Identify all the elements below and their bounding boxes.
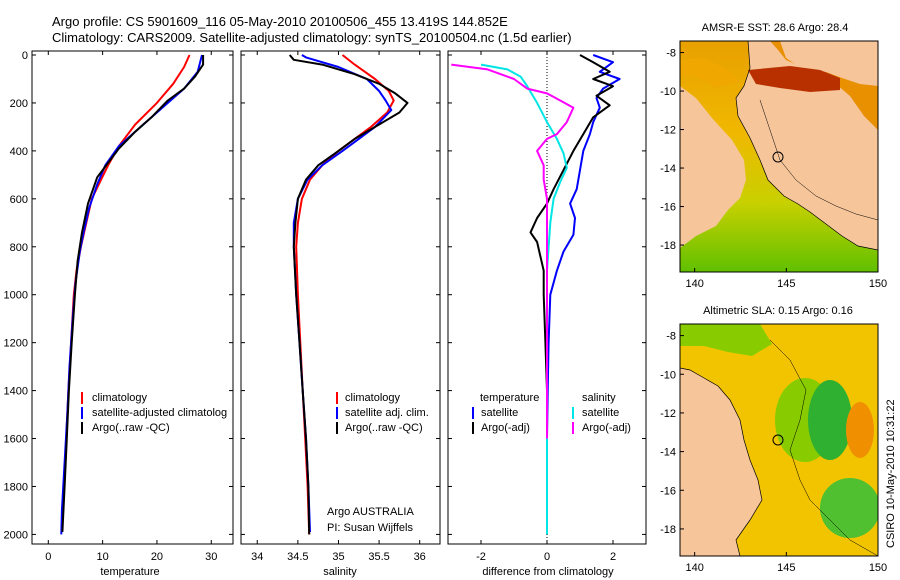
- map-y-tick-label: -14: [660, 447, 676, 459]
- pi-annotation: PI: Susan Wijffels: [327, 522, 413, 534]
- y-tick-label: 1600: [4, 434, 28, 446]
- x-tick-label: 30: [205, 551, 217, 563]
- legend-label-argo: Argo(..raw -QC): [345, 422, 423, 434]
- sst-map-coastline: [735, 41, 878, 251]
- map-y-tick-label: -14: [660, 163, 676, 175]
- sla-map-orange-east: [846, 402, 874, 458]
- x-tick-label: 34: [251, 551, 263, 563]
- sla-map: [680, 324, 878, 556]
- series-line-temperature-argo-adj-: [529, 54, 614, 535]
- legend-label-satellite: satellite-adjusted climatolog: [92, 407, 227, 419]
- y-tick-label: 1400: [4, 386, 28, 398]
- series-line-salinity-argo-adj-: [451, 63, 575, 439]
- map-x-tick-label: 150: [869, 562, 887, 574]
- legend-label-sal-argo: Argo(-adj): [582, 422, 631, 434]
- legend-heading-salinity: salinity: [582, 392, 616, 404]
- sst-map-warm-strip: [748, 66, 840, 92]
- y-tick-label: 200: [10, 98, 28, 110]
- series-line-argo-raw-qc-: [288, 54, 409, 535]
- series-line-climatology: [61, 54, 191, 511]
- x-tick-label: 34.5: [287, 551, 308, 563]
- salinity-legend: climatology satellite adj. clim. Argo(..…: [336, 392, 429, 434]
- map-y-tick-label: -8: [666, 48, 676, 60]
- legend-label-climatology: climatology: [92, 392, 148, 404]
- map-y-tick-label: -8: [666, 331, 676, 343]
- sst-map: [680, 41, 878, 272]
- x-tick-label: 20: [151, 551, 163, 563]
- temperature-axis-label: temperature: [100, 566, 159, 578]
- sla-map-gulf: [680, 324, 772, 356]
- map-y-tick-label: -12: [660, 125, 676, 137]
- difference-axis-label: difference from climatology: [482, 566, 614, 578]
- y-tick-label: 1800: [4, 481, 28, 493]
- map-x-tick-label: 145: [777, 562, 795, 574]
- x-tick-label: 0: [544, 551, 550, 563]
- header-line-1: Argo profile: CS 5901609_116 05-May-2010…: [52, 14, 508, 29]
- sst-map-gulf: [680, 58, 740, 88]
- x-tick-label: 35.5: [368, 551, 389, 563]
- header-line-2: Climatology: CARS2009. Satellite-adjuste…: [52, 30, 572, 45]
- series-line-climatology: [295, 54, 395, 535]
- map-y-tick-label: -18: [660, 240, 676, 252]
- sst-map-title: AMSR-E SST: 28.6 Argo: 28.4: [702, 22, 849, 34]
- temperature-legend: climatology satellite-adjusted climatolo…: [81, 392, 227, 434]
- map-y-tick-label: -10: [660, 86, 676, 98]
- x-tick-label: 2: [610, 551, 616, 563]
- sst-map-png: [780, 41, 878, 86]
- y-tick-label: 1200: [4, 338, 28, 350]
- series-line-temperature-satellite: [546, 54, 621, 535]
- x-tick-label: 35: [332, 551, 344, 563]
- map-x-tick-label: 140: [685, 278, 703, 290]
- sla-map-coastline: [680, 367, 763, 556]
- map-x-tick-label: 150: [869, 278, 887, 290]
- map-x-tick-label: 145: [777, 278, 795, 290]
- map-x-tick-label: 140: [685, 562, 703, 574]
- legend-label-temp-satellite: satellite: [481, 407, 518, 419]
- sst-map-ocean: [680, 41, 878, 272]
- argo-float-marker: [772, 434, 784, 446]
- sst-map-reef-line: [759, 99, 878, 221]
- map-y-tick-label: -16: [660, 485, 676, 497]
- x-tick-label: 0: [45, 551, 51, 563]
- legend-label-sal-satellite: satellite: [582, 407, 619, 419]
- legend-label-temp-argo: Argo(-adj): [481, 422, 530, 434]
- argo-float-marker: [772, 151, 784, 163]
- sst-map-frame: [679, 40, 879, 273]
- series-line-satellite-adjusted-climatolog: [60, 54, 203, 535]
- sla-map-shelf-line: [769, 339, 878, 556]
- salinity-panel-frame: [240, 50, 441, 545]
- sla-map-green-south: [820, 478, 878, 538]
- y-tick-label: 0: [22, 50, 28, 62]
- legend-label-satellite: satellite adj. clim.: [345, 407, 429, 419]
- x-tick-label: 36: [414, 551, 426, 563]
- argo-australia-annotation: Argo AUSTRALIA: [327, 506, 414, 518]
- map-y-tick-label: -12: [660, 408, 676, 420]
- temperature-panel-frame: [31, 50, 234, 545]
- sla-map-frame: [679, 323, 879, 557]
- legend-label-climatology: climatology: [345, 392, 401, 404]
- map-y-tick-label: -16: [660, 202, 676, 214]
- difference-legend: temperature satellite Argo(-adj) salinit…: [472, 392, 631, 434]
- y-tick-label: 400: [10, 146, 28, 158]
- legend-label-argo: Argo(..raw -QC): [92, 422, 170, 434]
- y-tick-label: 1000: [4, 290, 28, 302]
- map-y-tick-label: -18: [660, 524, 676, 536]
- x-tick-label: 10: [96, 551, 108, 563]
- legend-heading-temperature: temperature: [480, 392, 539, 404]
- y-tick-label: 600: [10, 194, 28, 206]
- y-tick-label: 800: [10, 242, 28, 254]
- map-y-tick-label: -10: [660, 369, 676, 381]
- sla-map-green-east: [808, 380, 852, 460]
- sla-map-title: Altimetric SLA: 0.15 Argo: 0.16: [703, 305, 853, 317]
- y-tick-label: 2000: [4, 529, 28, 541]
- series-line-argo-raw-qc-: [61, 55, 205, 533]
- x-tick-label: -2: [476, 551, 486, 563]
- salinity-axis-label: salinity: [323, 566, 357, 578]
- csiro-timestamp: CSIRO 10-May-2010 10:31:22: [885, 399, 897, 548]
